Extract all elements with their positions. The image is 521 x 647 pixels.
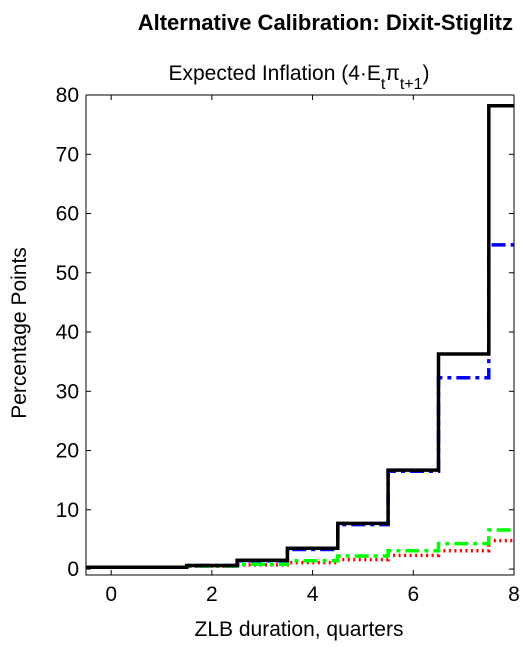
chart-title-sub1: t bbox=[381, 76, 386, 93]
y-tick-label-0: 0 bbox=[67, 558, 79, 581]
x-tick-label-2: 4 bbox=[307, 583, 319, 606]
series-line-3 bbox=[86, 528, 514, 570]
chart-title: Expected Inflation (4·Etπt+1) bbox=[168, 62, 429, 93]
y-tick-label-4: 40 bbox=[56, 321, 79, 344]
x-tick-label-1: 2 bbox=[206, 583, 218, 606]
y-axis-label: Percentage Points bbox=[8, 247, 31, 419]
plot-frame bbox=[85, 94, 515, 576]
y-tick-label-6: 60 bbox=[56, 203, 79, 226]
chart-title-suffix: ) bbox=[423, 62, 430, 85]
y-tick-label-1: 10 bbox=[56, 499, 79, 522]
series-line-1 bbox=[86, 103, 514, 570]
series-line-4 bbox=[86, 538, 514, 570]
x-tick-label-0: 0 bbox=[105, 583, 117, 606]
series-line-2 bbox=[86, 243, 514, 570]
x-tick-label-4: 8 bbox=[508, 583, 520, 606]
y-tick-label-2: 20 bbox=[56, 440, 79, 463]
chart-title-prefix: Expected Inflation (4·E bbox=[168, 62, 380, 85]
chart-title-sub2: t+1 bbox=[400, 76, 423, 93]
x-tick-label-3: 6 bbox=[407, 583, 419, 606]
x-axis-label: ZLB duration, quarters bbox=[195, 618, 404, 641]
chart-suptitle: Alternative Calibration: Dixit-Stiglitz bbox=[138, 10, 513, 35]
y-tick-label-8: 80 bbox=[56, 84, 79, 107]
y-tick-label-7: 70 bbox=[56, 143, 79, 166]
plot-area bbox=[86, 103, 514, 570]
y-tick-label-3: 30 bbox=[56, 380, 79, 403]
y-tick-label-5: 50 bbox=[56, 262, 79, 285]
chart-title-pi: π bbox=[385, 62, 400, 85]
